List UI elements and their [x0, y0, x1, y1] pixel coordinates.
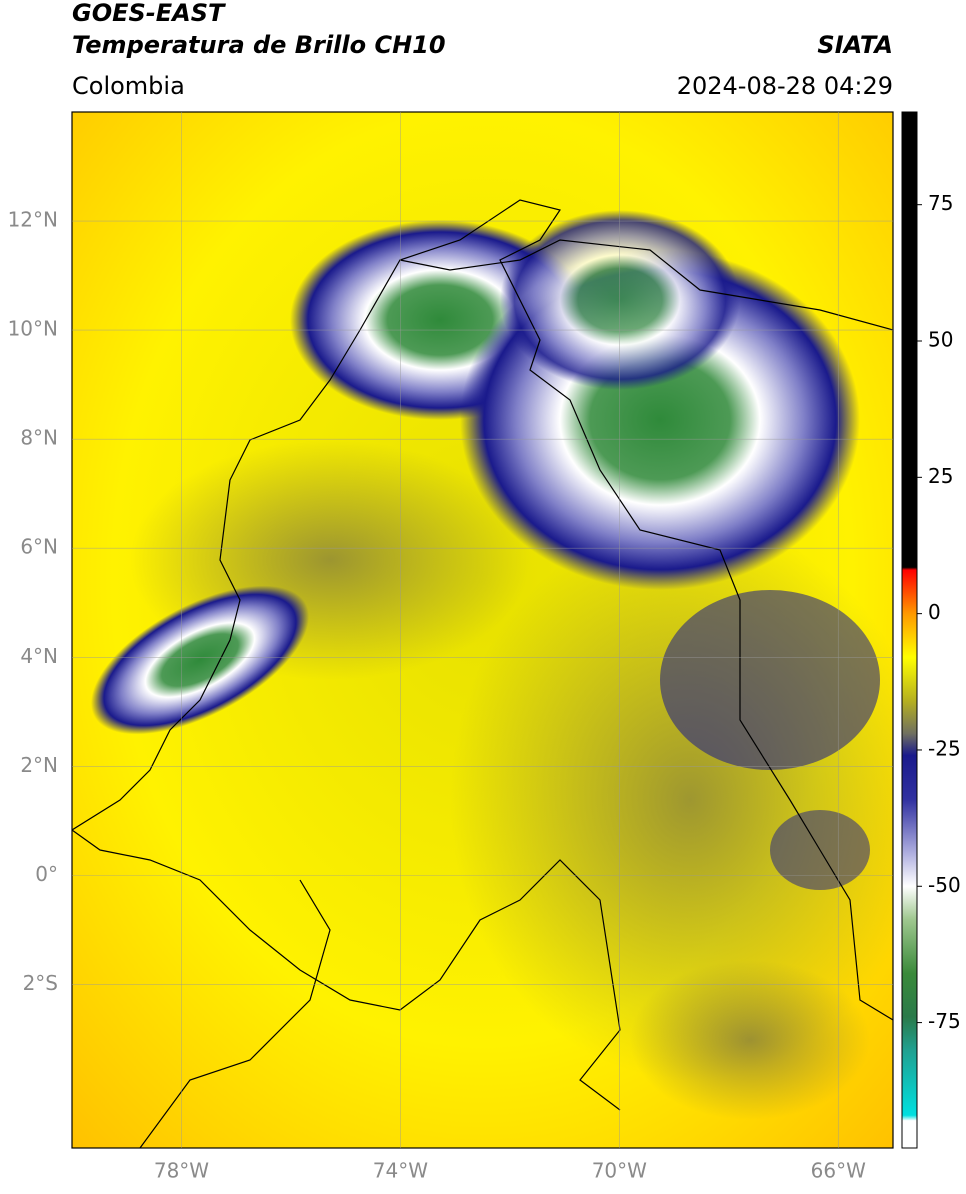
- y-tick-label: 4°N: [20, 644, 58, 668]
- colorbar: [901, 111, 918, 1149]
- colorbar-tick-label: -50: [928, 873, 961, 897]
- storm-cell: [500, 210, 740, 390]
- y-tick-label: 2°N: [20, 753, 58, 777]
- x-tick-label: 70°W: [592, 1159, 647, 1183]
- y-tick-label: 8°N: [20, 426, 58, 450]
- source: SIATA: [817, 31, 893, 59]
- colorbar-tick-label: -75: [928, 1009, 961, 1033]
- colorbar-tick-label: 0: [928, 600, 941, 624]
- storm-cell: [90, 585, 310, 735]
- haze: [630, 960, 870, 1120]
- map-image: [72, 112, 893, 1148]
- cloud: [660, 590, 880, 770]
- colorbar-tick-label: 50: [928, 328, 953, 352]
- y-tick-label: 0°: [35, 862, 58, 886]
- subtitle: Temperatura de Brillo CH10: [72, 31, 446, 59]
- x-tick-label: 66°W: [811, 1159, 866, 1183]
- y-tick-label: 10°N: [8, 317, 58, 341]
- colorbar-tick-label: -25: [928, 736, 961, 760]
- x-tick-label: 74°W: [373, 1159, 428, 1183]
- colorbar-tick-label: 25: [928, 464, 953, 488]
- y-tick-label: 6°N: [20, 535, 58, 559]
- x-tick-label: 78°W: [154, 1159, 209, 1183]
- colorbar-tick-label: 75: [928, 191, 953, 215]
- y-tick-label: 12°N: [8, 208, 58, 232]
- title: GOES-EAST: [72, 0, 226, 27]
- region: Colombia: [72, 72, 185, 100]
- map-frame: [71, 111, 894, 1149]
- timestamp: 2024-08-28 04:29: [677, 72, 893, 100]
- borders: [72, 199, 893, 1148]
- y-tick-label: 2°S: [23, 971, 58, 995]
